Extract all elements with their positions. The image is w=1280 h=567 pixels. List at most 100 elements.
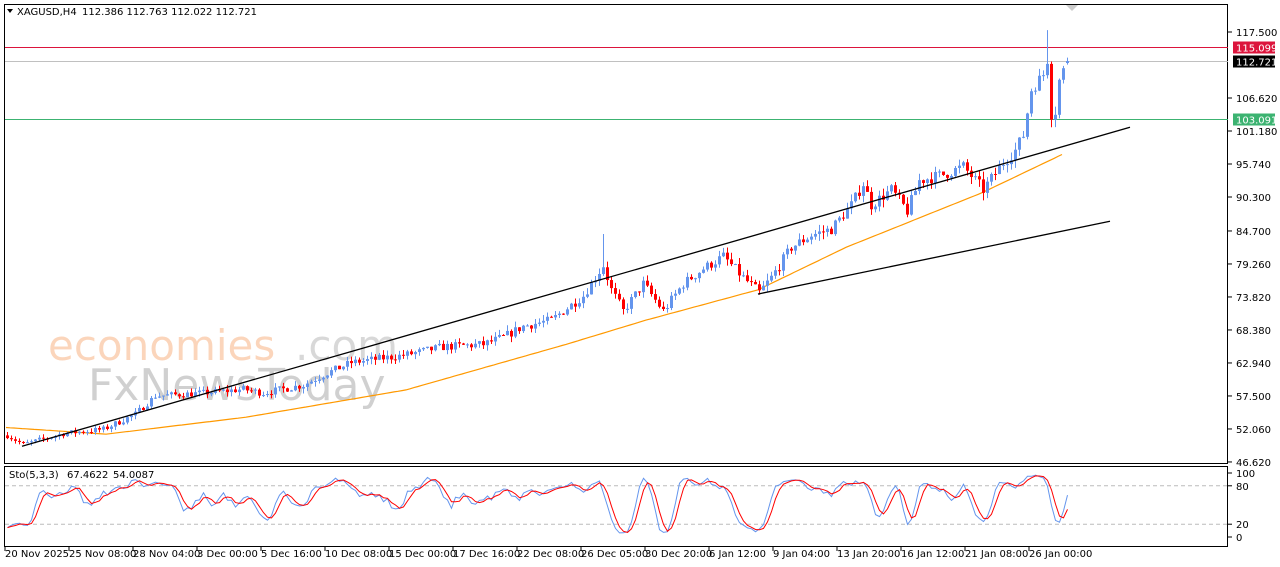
bull-candle	[850, 201, 853, 209]
time-tick-label: 13 Jan 20:00	[837, 549, 900, 560]
bull-candle	[806, 239, 809, 243]
bull-candle	[998, 165, 1001, 175]
bull-candle	[742, 275, 745, 277]
bull-candle	[1046, 63, 1049, 76]
bull-candle	[674, 293, 677, 296]
bear-candle	[90, 432, 93, 434]
chart-shift-marker-icon[interactable]	[1066, 5, 1078, 11]
bull-candle	[130, 415, 133, 418]
bull-candle	[498, 334, 501, 337]
bear-candle	[778, 270, 781, 272]
bull-candle	[890, 185, 893, 192]
bull-candle	[122, 422, 125, 425]
bear-candle	[646, 280, 649, 286]
bull-candle	[1018, 137, 1021, 150]
bull-candle	[110, 426, 113, 429]
time-tick-label: 21 Jan 08:00	[965, 549, 1028, 560]
bear-candle	[182, 396, 185, 398]
bull-candle	[542, 320, 545, 323]
bear-candle	[830, 228, 833, 235]
bear-candle	[462, 343, 465, 345]
bear-candle	[650, 285, 653, 295]
bull-candle	[150, 398, 153, 407]
bull-candle	[1066, 60, 1069, 64]
bull-candle	[34, 439, 37, 442]
bull-candle	[722, 252, 725, 257]
bear-candle	[142, 407, 145, 411]
bear-candle	[6, 435, 9, 439]
bull-candle	[346, 361, 349, 367]
bull-candle	[586, 294, 589, 297]
bull-candle	[26, 442, 29, 444]
trendline[interactable]	[757, 220, 1111, 295]
moving-average-line	[5, 153, 1063, 435]
bull-candle	[370, 356, 373, 360]
bull-candle	[962, 162, 965, 166]
bear-candle	[518, 327, 521, 332]
bull-candle	[194, 392, 197, 397]
bull-candle	[534, 323, 537, 329]
bull-candle	[310, 381, 313, 384]
stochastic-signal-value: 54.0087	[113, 470, 154, 481]
bear-candle	[450, 343, 453, 350]
bull-candle	[878, 195, 881, 207]
bull-candle	[1058, 79, 1061, 115]
bull-candle	[322, 377, 325, 380]
bull-candle	[422, 347, 425, 350]
bear-candle	[754, 281, 757, 285]
bear-candle	[286, 388, 289, 392]
bull-candle	[1034, 90, 1037, 92]
bull-candle	[934, 171, 937, 184]
stochastic-main-value: 67.4622	[67, 470, 108, 481]
bear-candle	[730, 259, 733, 265]
bull-candle	[66, 433, 69, 437]
trendline[interactable]	[21, 126, 1131, 447]
bull-candle	[974, 176, 977, 178]
bull-candle	[378, 354, 381, 360]
level-label-high: 115.099	[1236, 44, 1277, 55]
bear-candle	[258, 389, 261, 396]
bear-candle	[758, 284, 761, 291]
bull-candle	[438, 343, 441, 346]
bear-candle	[562, 313, 565, 315]
bull-candle	[294, 385, 297, 391]
dropdown-triangle-icon[interactable]	[7, 9, 13, 13]
stochastic-tick-label: 0	[1236, 533, 1242, 544]
time-tick-label: 9 Jan 04:00	[773, 549, 830, 560]
time-tick-label: 26 Jan 00:00	[1029, 549, 1092, 560]
bear-candle	[638, 291, 641, 293]
price-tick-label: 90.300	[1236, 193, 1271, 204]
bull-candle	[718, 256, 721, 265]
price-tick-label: 73.820	[1236, 293, 1271, 304]
level-label-bid: 112.721	[1236, 58, 1277, 69]
bull-candle	[398, 354, 401, 360]
bull-candle	[454, 342, 457, 350]
bear-candle	[614, 288, 617, 294]
price-axis: 117.500 106.620 101.180 95.740 90.300 84.700 7…	[1228, 28, 1277, 469]
bear-candle	[922, 180, 925, 183]
ohlc-values: 112.386 112.763 112.022 112.721	[82, 7, 257, 18]
bear-candle	[866, 186, 869, 192]
bear-candle	[790, 248, 793, 251]
bull-candle	[362, 360, 365, 363]
bull-candle	[846, 208, 849, 219]
bull-candle	[306, 383, 309, 387]
price-tick-label: 68.380	[1236, 326, 1271, 337]
bear-candle	[822, 231, 825, 233]
bull-candle	[570, 303, 573, 310]
bear-candle	[410, 351, 413, 355]
bear-candle	[206, 389, 209, 395]
stochastic-panel-frame	[4, 466, 1228, 547]
trendlines[interactable]	[21, 126, 1131, 447]
bull-candle	[1042, 75, 1045, 77]
bull-candle	[886, 191, 889, 200]
symbol-label: XAGUSD,H4	[17, 7, 77, 18]
bear-candle	[250, 390, 253, 392]
price-tick-label: 79.260	[1236, 260, 1271, 271]
bear-candle	[654, 294, 657, 300]
bull-candle	[474, 343, 477, 348]
bull-candle	[138, 407, 141, 412]
bear-candle	[726, 252, 729, 260]
bear-candle	[82, 431, 85, 433]
